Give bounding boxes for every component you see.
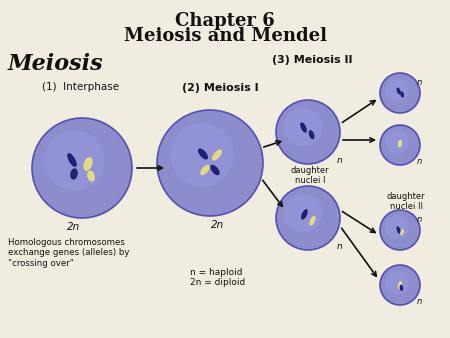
Ellipse shape (397, 227, 400, 233)
Ellipse shape (310, 217, 315, 225)
Circle shape (45, 130, 104, 191)
Ellipse shape (401, 230, 403, 235)
Text: 2n: 2n (68, 222, 81, 232)
Circle shape (380, 265, 420, 305)
Ellipse shape (400, 285, 402, 290)
Circle shape (276, 100, 340, 164)
Text: Chapter 6: Chapter 6 (175, 12, 275, 30)
Ellipse shape (310, 131, 314, 139)
Circle shape (385, 78, 409, 102)
Text: n: n (417, 297, 422, 306)
Circle shape (380, 125, 420, 165)
Circle shape (385, 270, 409, 294)
Circle shape (32, 118, 132, 218)
Text: n: n (417, 78, 422, 87)
Circle shape (385, 130, 409, 154)
Ellipse shape (401, 92, 403, 97)
Circle shape (385, 215, 409, 239)
Ellipse shape (211, 166, 219, 174)
Circle shape (284, 108, 322, 146)
Circle shape (284, 194, 322, 233)
Ellipse shape (84, 158, 92, 170)
Text: (2) Meiosis I: (2) Meiosis I (182, 83, 259, 93)
Ellipse shape (201, 166, 209, 174)
Circle shape (157, 110, 263, 216)
Text: n: n (337, 242, 343, 251)
Ellipse shape (71, 169, 77, 179)
Text: (1)  Interphase: (1) Interphase (42, 82, 119, 92)
Text: n: n (337, 156, 343, 165)
Text: daughter
nuclei I: daughter nuclei I (291, 166, 329, 186)
Circle shape (276, 186, 340, 250)
Circle shape (380, 73, 420, 113)
Text: Meiosis and Mendel: Meiosis and Mendel (123, 27, 327, 45)
Circle shape (170, 123, 234, 187)
Text: Meiosis: Meiosis (8, 53, 104, 75)
Ellipse shape (213, 150, 221, 160)
Text: n = haploid
2n = diploid: n = haploid 2n = diploid (190, 268, 245, 287)
Ellipse shape (398, 282, 402, 288)
Ellipse shape (397, 88, 400, 94)
Circle shape (380, 210, 420, 250)
Text: Homologous chromosomes
exchange genes (alleles) by
"crossing over": Homologous chromosomes exchange genes (a… (8, 238, 130, 268)
Ellipse shape (199, 149, 207, 159)
Text: n: n (417, 157, 422, 166)
Ellipse shape (68, 154, 76, 166)
Ellipse shape (88, 171, 94, 181)
Text: n: n (417, 215, 422, 224)
Text: daughter
nuclei II: daughter nuclei II (387, 192, 425, 211)
Ellipse shape (301, 123, 306, 132)
Text: (3) Meiosis II: (3) Meiosis II (272, 55, 352, 65)
Ellipse shape (399, 141, 401, 147)
Text: 2n: 2n (212, 220, 225, 230)
Ellipse shape (302, 210, 307, 219)
